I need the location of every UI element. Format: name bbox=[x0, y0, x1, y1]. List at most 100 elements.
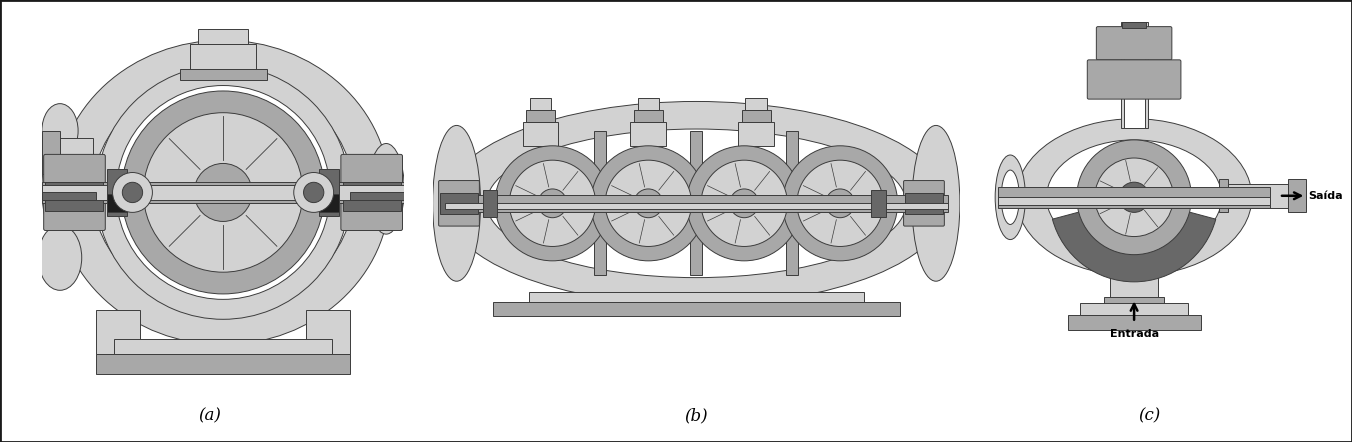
Ellipse shape bbox=[487, 129, 906, 278]
Bar bbox=[1110, 228, 1159, 300]
Circle shape bbox=[304, 182, 324, 202]
Bar bbox=[96, 354, 350, 373]
Circle shape bbox=[606, 160, 691, 247]
Circle shape bbox=[783, 146, 898, 261]
Bar bbox=[522, 122, 558, 146]
Bar bbox=[180, 69, 266, 80]
Circle shape bbox=[538, 189, 566, 218]
Circle shape bbox=[702, 160, 787, 247]
Circle shape bbox=[510, 160, 596, 247]
Ellipse shape bbox=[1017, 119, 1252, 276]
Circle shape bbox=[495, 146, 610, 261]
Bar bbox=[1068, 315, 1201, 330]
Bar bbox=[595, 131, 607, 275]
Circle shape bbox=[293, 172, 334, 212]
Circle shape bbox=[730, 189, 758, 218]
Bar bbox=[445, 203, 948, 209]
Bar bbox=[529, 292, 864, 301]
Bar bbox=[319, 194, 339, 212]
Text: (c): (c) bbox=[1138, 408, 1160, 424]
Bar bbox=[786, 131, 798, 275]
Bar bbox=[1218, 179, 1228, 212]
Text: (b): (b) bbox=[684, 408, 708, 424]
Circle shape bbox=[1076, 140, 1191, 255]
Bar bbox=[530, 98, 552, 110]
Bar bbox=[904, 193, 944, 214]
Circle shape bbox=[122, 182, 142, 202]
Ellipse shape bbox=[1002, 170, 1019, 225]
Bar bbox=[319, 169, 339, 216]
Bar bbox=[483, 190, 498, 217]
Bar bbox=[691, 131, 702, 275]
Bar bbox=[342, 182, 400, 210]
Circle shape bbox=[1119, 182, 1149, 212]
Bar bbox=[638, 98, 660, 110]
Ellipse shape bbox=[913, 126, 960, 281]
Bar bbox=[439, 193, 479, 214]
Bar bbox=[998, 197, 1270, 205]
Bar bbox=[42, 131, 59, 174]
Wedge shape bbox=[1052, 197, 1215, 282]
Ellipse shape bbox=[42, 103, 78, 158]
Ellipse shape bbox=[57, 40, 389, 345]
Bar bbox=[1103, 297, 1164, 306]
Bar bbox=[445, 195, 948, 212]
Bar bbox=[42, 138, 92, 167]
Text: Saída: Saída bbox=[1307, 191, 1343, 201]
FancyBboxPatch shape bbox=[43, 154, 105, 230]
FancyBboxPatch shape bbox=[438, 180, 480, 226]
Bar bbox=[630, 122, 667, 146]
Bar bbox=[998, 187, 1270, 208]
Circle shape bbox=[796, 160, 883, 247]
Bar bbox=[526, 110, 554, 122]
Ellipse shape bbox=[38, 225, 81, 290]
Bar bbox=[307, 310, 350, 354]
Bar bbox=[745, 98, 767, 110]
FancyBboxPatch shape bbox=[1087, 60, 1180, 99]
FancyBboxPatch shape bbox=[903, 180, 944, 226]
Circle shape bbox=[687, 146, 802, 261]
Bar bbox=[1288, 184, 1306, 208]
Bar bbox=[197, 29, 249, 44]
Bar bbox=[191, 44, 256, 73]
Bar bbox=[107, 169, 127, 216]
Ellipse shape bbox=[92, 76, 354, 309]
Ellipse shape bbox=[995, 155, 1025, 240]
Bar bbox=[115, 339, 331, 354]
Bar bbox=[634, 110, 662, 122]
Ellipse shape bbox=[42, 138, 78, 240]
Circle shape bbox=[634, 189, 662, 218]
Bar bbox=[107, 194, 127, 212]
FancyBboxPatch shape bbox=[1096, 27, 1172, 60]
Bar bbox=[1121, 22, 1148, 128]
Bar bbox=[42, 182, 404, 203]
Bar bbox=[1107, 305, 1161, 315]
Bar bbox=[1218, 184, 1303, 208]
Circle shape bbox=[1095, 158, 1174, 236]
Bar bbox=[492, 301, 900, 316]
Circle shape bbox=[826, 189, 854, 218]
Bar bbox=[96, 310, 139, 354]
Bar bbox=[42, 185, 404, 200]
Bar bbox=[350, 192, 404, 200]
Ellipse shape bbox=[433, 126, 480, 281]
Circle shape bbox=[143, 113, 303, 272]
Ellipse shape bbox=[445, 102, 948, 305]
Bar bbox=[1080, 303, 1188, 315]
Bar bbox=[871, 190, 886, 217]
Bar bbox=[1122, 22, 1146, 28]
Bar bbox=[742, 110, 771, 122]
Bar bbox=[42, 192, 96, 200]
Circle shape bbox=[591, 146, 706, 261]
Ellipse shape bbox=[1046, 140, 1222, 255]
Bar bbox=[1288, 179, 1306, 212]
Text: Entrada: Entrada bbox=[1110, 329, 1159, 339]
Circle shape bbox=[122, 91, 324, 294]
Circle shape bbox=[112, 172, 153, 212]
FancyBboxPatch shape bbox=[341, 154, 403, 230]
Bar bbox=[46, 182, 104, 210]
Bar bbox=[738, 122, 775, 146]
Circle shape bbox=[195, 164, 251, 221]
Text: (a): (a) bbox=[199, 408, 220, 424]
Bar bbox=[1124, 22, 1145, 128]
